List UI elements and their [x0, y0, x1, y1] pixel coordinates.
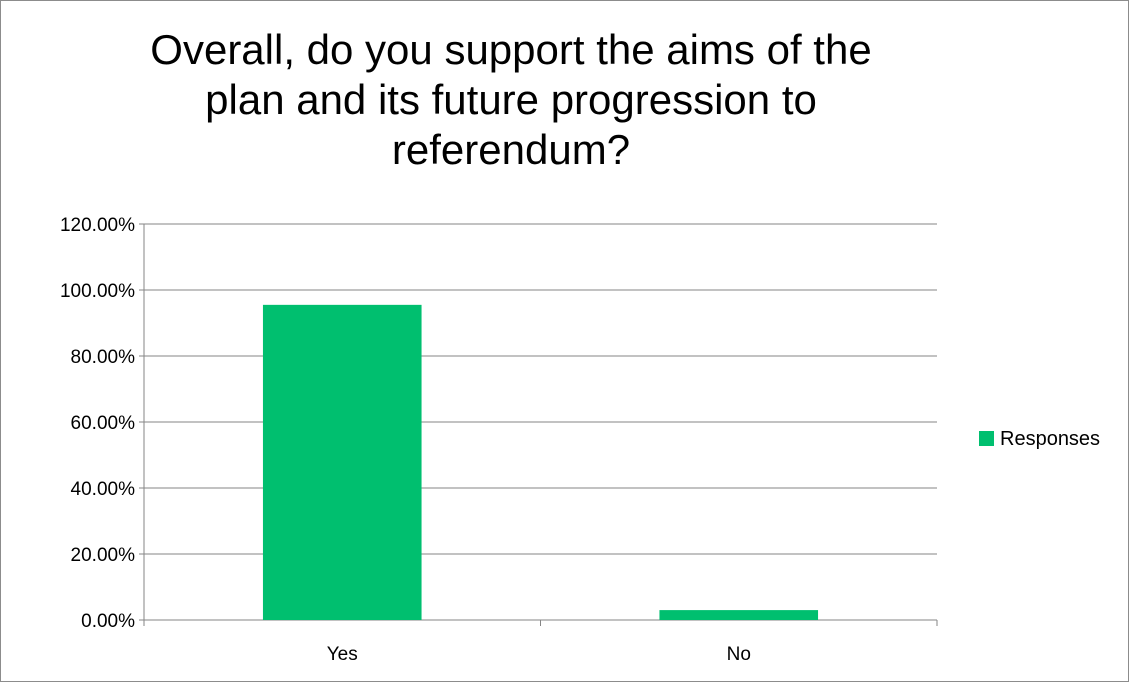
- labels-layer: 0.00% 20.00% 40.00% 60.00% 80.00% 100.00% 120.…: [60, 215, 751, 665]
- y-axis-tick-label: 120.00%: [60, 215, 135, 236]
- y-axis-tick-label: 0.00%: [81, 611, 135, 632]
- bar-yes: [262, 304, 422, 620]
- y-axis-tick-label: 60.00%: [71, 413, 136, 434]
- y-axis-tick-label: 100.00%: [60, 281, 135, 302]
- y-axis-tick-label: 40.00%: [71, 479, 136, 500]
- axis-layer: [139, 223, 938, 626]
- bar-no: [659, 610, 819, 620]
- legend-label-responses: Responses: [1000, 428, 1100, 450]
- x-axis-tick-label: No: [727, 644, 751, 665]
- chart-title: Overall, do you support the aims of the …: [150, 26, 872, 173]
- legend-swatch-responses: [979, 431, 994, 446]
- bars-layer: [262, 304, 819, 620]
- x-axis-tick-label: Yes: [327, 644, 358, 665]
- y-axis-tick-label: 20.00%: [71, 545, 136, 566]
- legend: Responses: [979, 428, 1100, 450]
- y-axis-tick-label: 80.00%: [71, 347, 136, 368]
